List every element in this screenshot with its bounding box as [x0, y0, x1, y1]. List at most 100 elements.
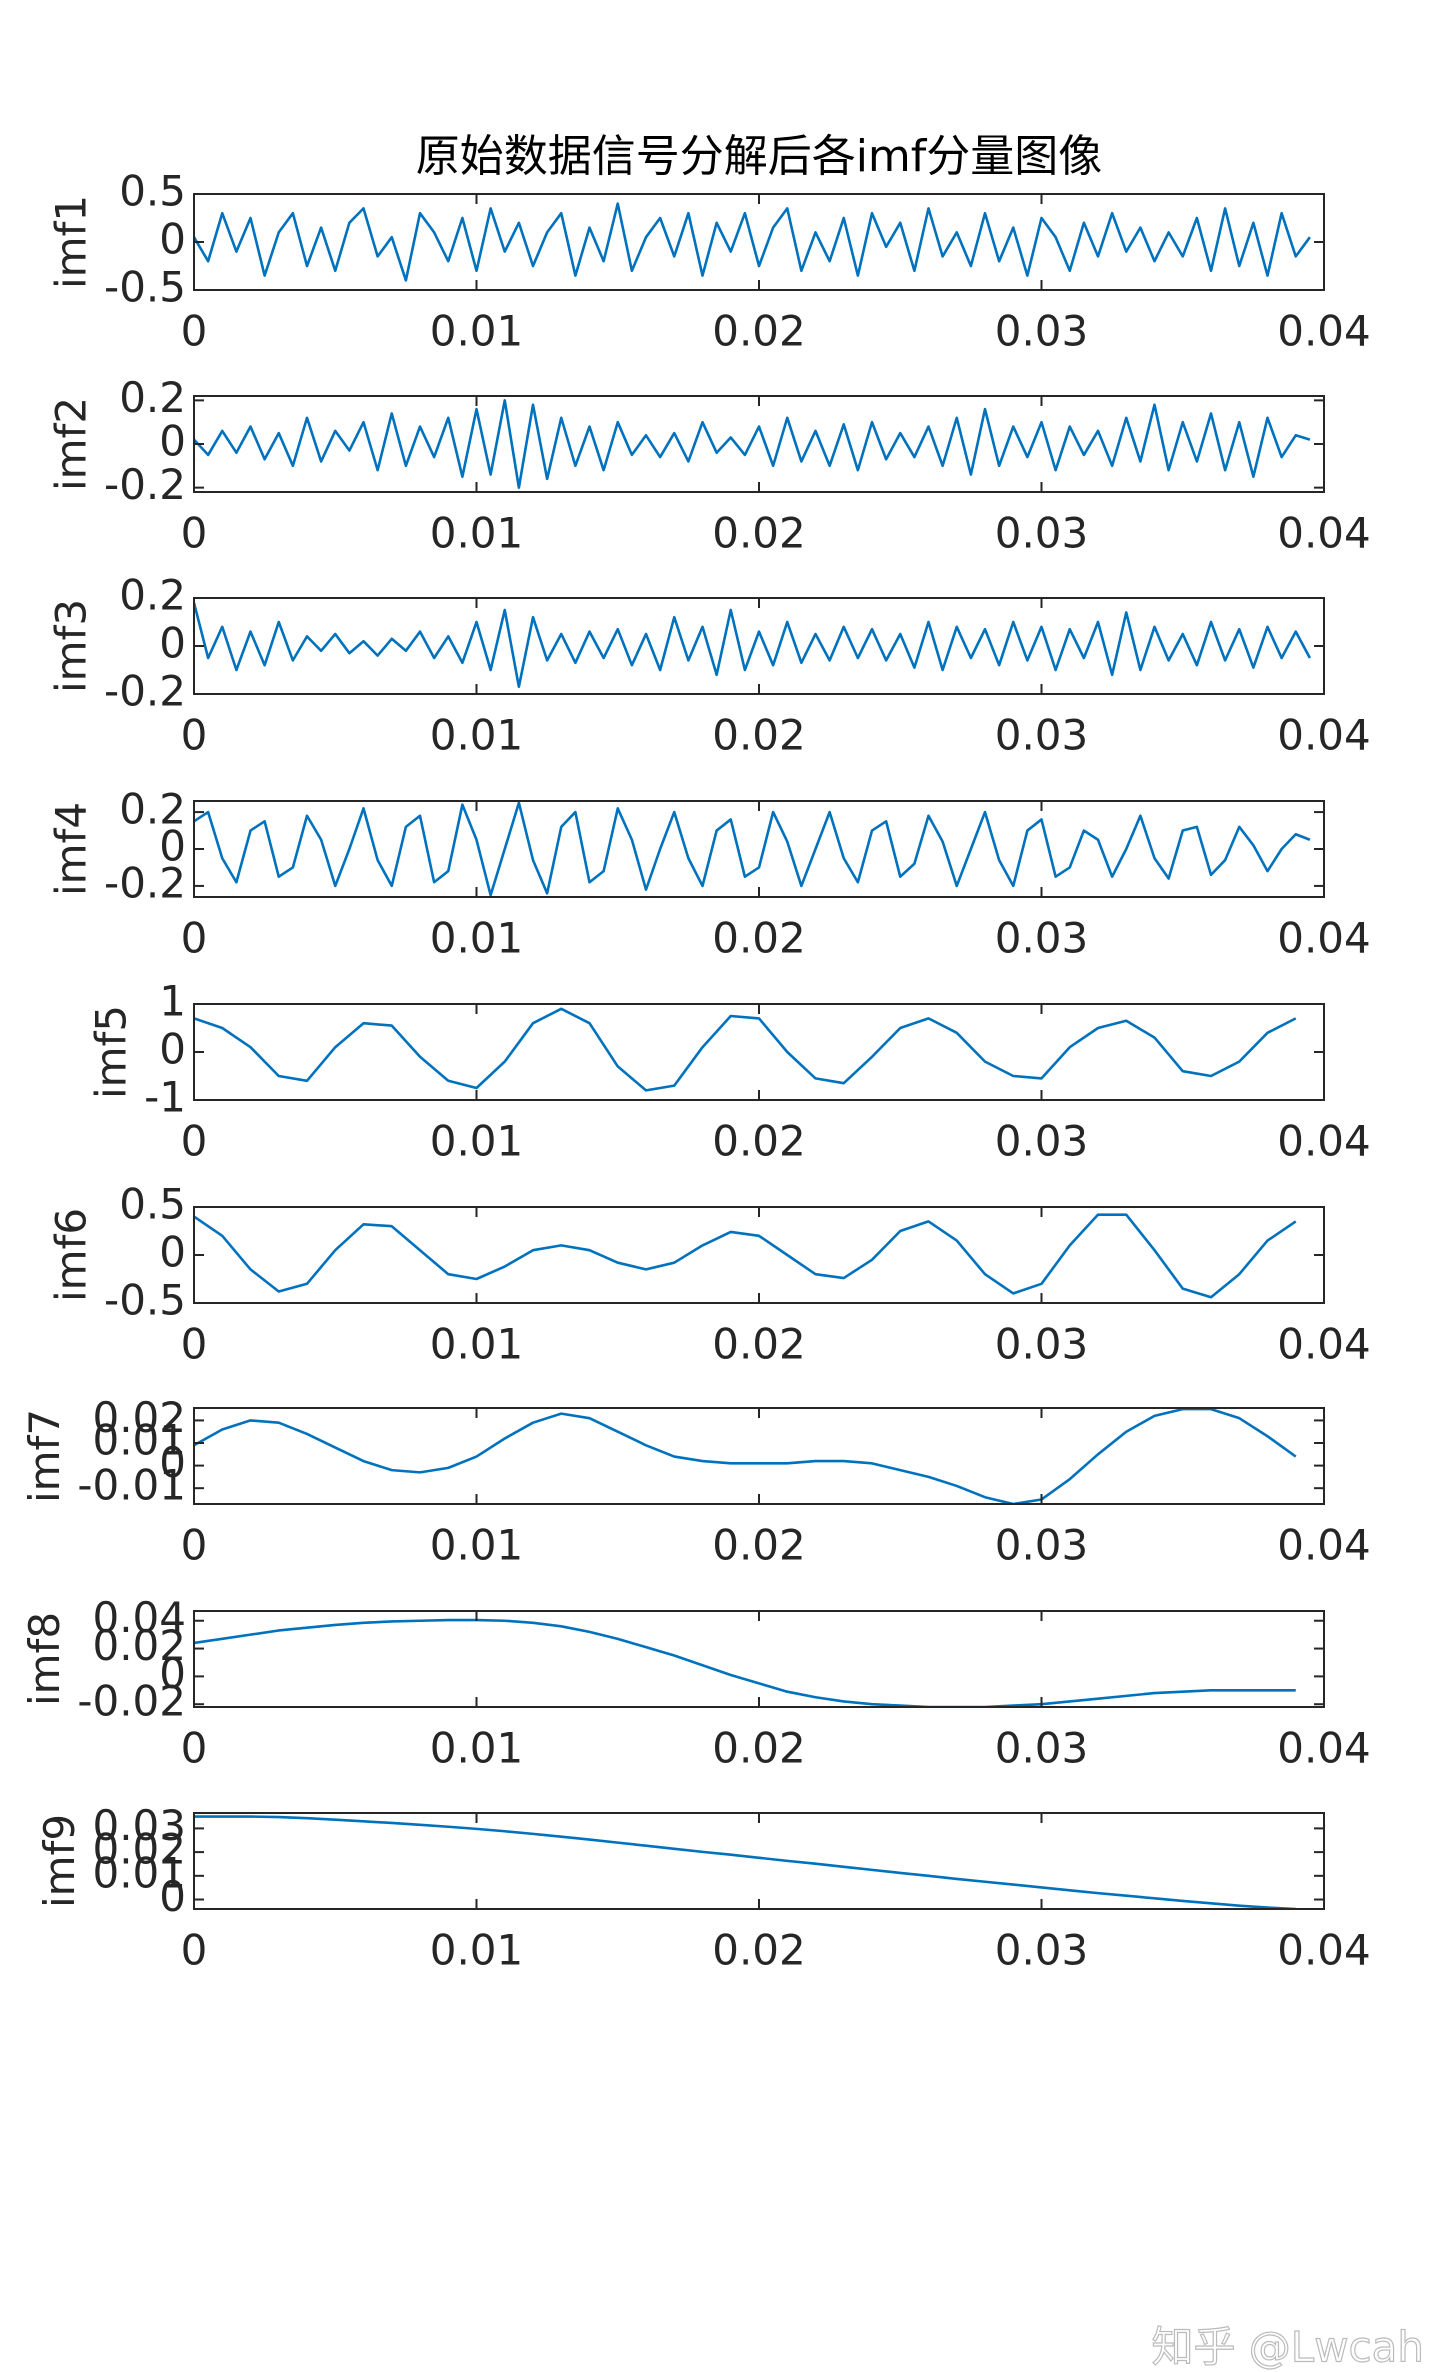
x-tick-label: 0.03 [995, 1521, 1089, 1570]
y-tick-label: 0.01 [92, 1848, 186, 1897]
axes-box [193, 1407, 1325, 1505]
y-tick-label: -0.01 [77, 1461, 186, 1510]
plot-area [194, 202, 1311, 282]
signal-line [194, 1815, 1296, 1909]
plot-area [194, 801, 1311, 897]
y-axis-label: imf1 [47, 195, 96, 289]
signal-line [194, 602, 1312, 689]
y-axis-label: imf8 [20, 1612, 69, 1706]
y-tick-label: 0.5 [119, 167, 186, 216]
y-tick-label: 0 [159, 1228, 186, 1277]
y-tick-label: 0 [159, 215, 186, 264]
y-axis-label: imf2 [47, 397, 96, 491]
x-tick-label: 0.01 [430, 1521, 524, 1570]
x-tick-label: 0.01 [430, 1117, 524, 1166]
plot-area [194, 399, 1311, 489]
x-tick-label: 0.03 [995, 307, 1089, 356]
x-tick-label: 0.03 [995, 711, 1089, 760]
x-tick-label: 0.02 [712, 914, 806, 963]
x-tick-label: 0.04 [1277, 711, 1371, 760]
y-tick-label: 0.02 [92, 1393, 186, 1442]
x-tick-label: 0.01 [430, 1724, 524, 1773]
y-axis-label: imf6 [47, 1208, 96, 1302]
x-tick-label: 0.03 [995, 1926, 1089, 1975]
x-tick-label: 0.03 [995, 1724, 1089, 1773]
x-tick-label: 0.02 [712, 307, 806, 356]
x-tick-label: 0.04 [1277, 914, 1371, 963]
x-tick-label: 0 [181, 509, 208, 558]
y-tick-label: 0.02 [92, 1825, 186, 1874]
x-tick-label: 0 [181, 914, 208, 963]
signal-line [194, 801, 1311, 897]
x-tick-label: 0.01 [430, 307, 524, 356]
y-tick-label: 0.03 [92, 1801, 186, 1850]
x-tick-label: 0.01 [430, 1926, 524, 1975]
y-axis-label: imf4 [47, 802, 96, 896]
x-tick-label: 0.04 [1277, 1926, 1371, 1975]
x-tick-label: 0 [181, 307, 208, 356]
y-tick-label: 1 [159, 977, 186, 1026]
x-tick-label: 0.02 [712, 1320, 806, 1369]
x-tick-label: 0.01 [430, 1320, 524, 1369]
y-tick-label: -0.5 [104, 1276, 186, 1325]
chart-title: 原始数据信号分解后各imf分量图像 [416, 131, 1103, 182]
signal-line [194, 1408, 1297, 1504]
signal-line [194, 399, 1311, 489]
x-tick-label: 0.01 [430, 711, 524, 760]
x-tick-label: 0.03 [995, 914, 1089, 963]
x-tick-label: 0.02 [712, 1926, 806, 1975]
y-tick-label: 0 [159, 417, 186, 466]
axes-box [193, 1812, 1325, 1910]
x-tick-label: 0.04 [1277, 1521, 1371, 1570]
x-tick-label: 0 [181, 1320, 208, 1369]
x-tick-label: 0 [181, 1521, 208, 1570]
signal-line [194, 202, 1311, 282]
y-axis-label: imf5 [87, 1005, 136, 1099]
y-tick-label: -0.2 [104, 858, 186, 907]
plot-area [194, 1618, 1296, 1707]
y-tick-label: 0.2 [119, 785, 186, 834]
y-tick-label: 0.5 [119, 1180, 186, 1229]
plot-area [194, 1007, 1297, 1092]
x-tick-label: 0 [181, 1724, 208, 1773]
plot-area [194, 1815, 1296, 1909]
x-tick-label: 0.02 [712, 711, 806, 760]
y-axis-label: imf9 [35, 1814, 84, 1908]
x-tick-label: 0.04 [1277, 509, 1371, 558]
x-tick-label: 0 [181, 1926, 208, 1975]
y-tick-label: -0.5 [104, 263, 186, 312]
y-tick-label: 0.01 [92, 1416, 186, 1465]
axes-box [193, 1206, 1325, 1304]
plot-area [194, 1408, 1297, 1504]
y-tick-label: -0.2 [104, 667, 186, 716]
plot-area [194, 602, 1312, 689]
axes-box [193, 800, 1325, 898]
y-tick-label: 0 [159, 822, 186, 871]
x-tick-label: 0.02 [712, 509, 806, 558]
y-tick-label: 0 [159, 1649, 186, 1698]
y-tick-label: 0 [159, 1438, 186, 1487]
y-tick-label: 0.2 [119, 373, 186, 422]
y-tick-label: -1 [144, 1073, 186, 1122]
x-tick-label: 0.03 [995, 1117, 1089, 1166]
y-tick-label: -0.2 [104, 460, 186, 509]
x-tick-label: 0.04 [1277, 1117, 1371, 1166]
x-tick-label: 0.04 [1277, 1724, 1371, 1773]
x-tick-label: 0.02 [712, 1724, 806, 1773]
x-tick-label: 0.01 [430, 509, 524, 558]
y-tick-label: 0 [159, 1872, 186, 1921]
x-tick-label: 0.02 [712, 1521, 806, 1570]
x-tick-label: 0.02 [712, 1117, 806, 1166]
x-tick-label: 0 [181, 711, 208, 760]
x-tick-label: 0.03 [995, 1320, 1089, 1369]
x-tick-label: 0 [181, 1117, 208, 1166]
